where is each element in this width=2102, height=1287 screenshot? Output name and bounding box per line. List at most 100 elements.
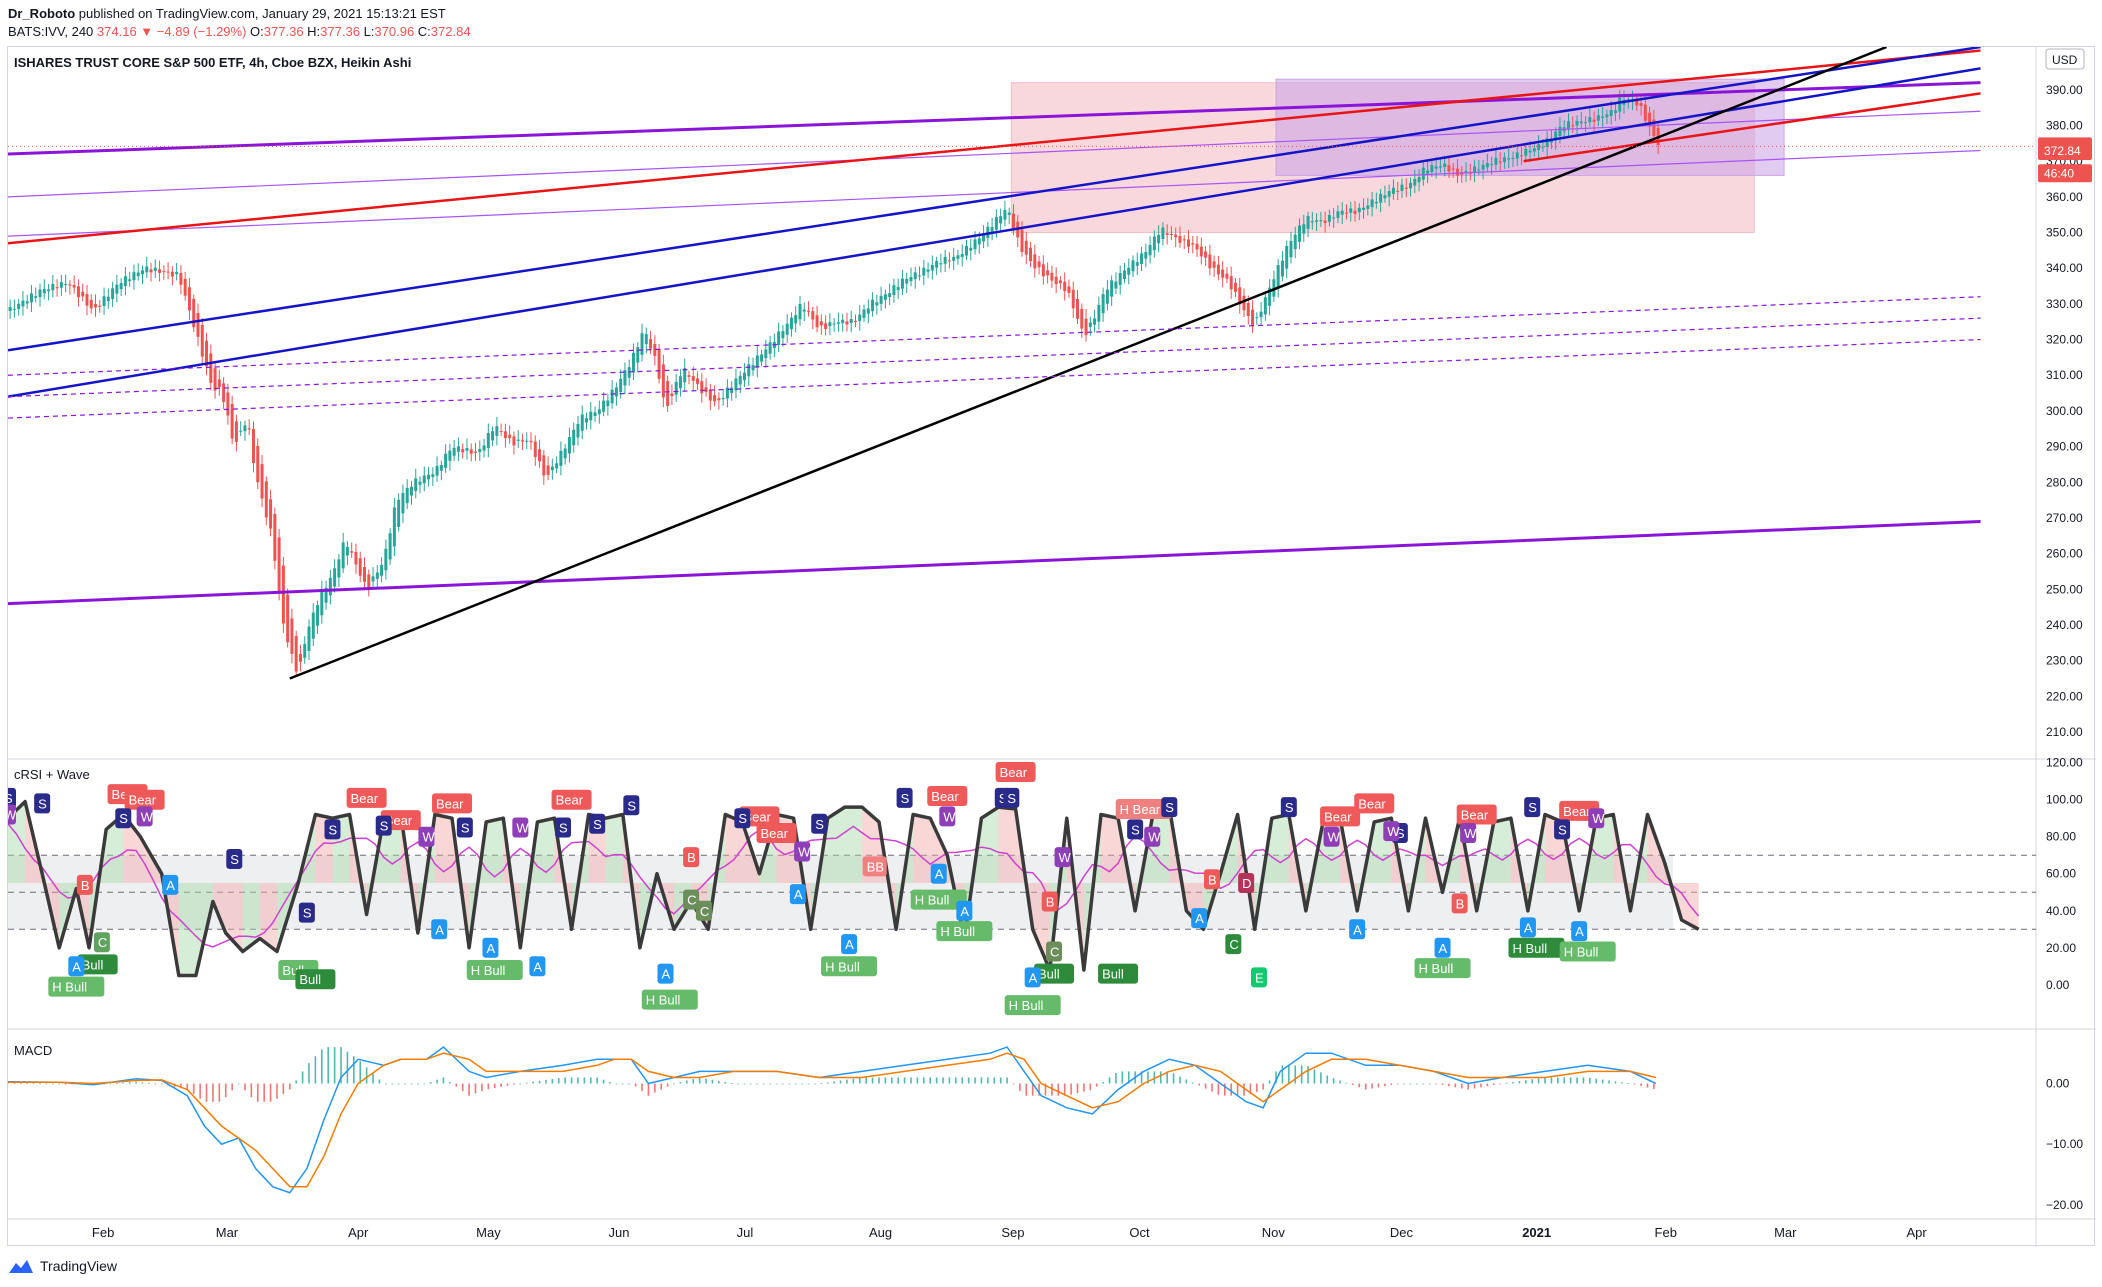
candle-body xyxy=(205,340,209,367)
macd-histogram-bar xyxy=(1256,1083,1258,1092)
crsi-signal-label-bg xyxy=(226,848,243,869)
crsi-signal-label-bg xyxy=(115,808,132,829)
chart-canvas[interactable]: ISHARES TRUST CORE S&P 500 ETF, 4h, Cboe… xyxy=(8,47,2096,1247)
macd-axis-tick: −10.00 xyxy=(2046,1137,2083,1151)
candle-body xyxy=(1007,212,1011,215)
publisher-name[interactable]: Dr_Roboto xyxy=(8,6,76,21)
crsi-wave-fill xyxy=(844,807,862,883)
candle-body xyxy=(764,349,768,359)
footer-brand[interactable]: TradingView xyxy=(40,1258,118,1274)
crsi-signal-label-bg xyxy=(136,806,153,827)
macd-histogram-bar xyxy=(333,1047,336,1084)
macd-histogram-bar xyxy=(1288,1065,1290,1084)
candle-body xyxy=(730,387,734,394)
candle-body xyxy=(324,587,328,603)
candle-body xyxy=(392,507,396,547)
candle-body xyxy=(183,278,187,296)
candle-body xyxy=(947,260,951,262)
candle-body xyxy=(1396,190,1400,192)
macd-histogram-bar xyxy=(884,1077,887,1084)
macd-histogram-bar xyxy=(192,1083,195,1095)
candle-body xyxy=(1268,287,1272,306)
macd-histogram-bar xyxy=(628,1083,631,1085)
price-axis-tick: 320.00 xyxy=(2046,333,2083,347)
macd-histogram-bar xyxy=(141,1082,144,1084)
crsi-signal-label: W xyxy=(141,809,154,824)
candle-body xyxy=(559,450,563,466)
crsi-signal-label: Bear xyxy=(351,791,379,806)
candle-body xyxy=(866,308,870,314)
candle-body xyxy=(751,365,755,371)
price-label: 46:40 xyxy=(2044,166,2074,180)
currency-button[interactable] xyxy=(2045,48,2085,70)
crsi-signal-label-bg xyxy=(512,817,529,838)
candle-body xyxy=(973,239,977,250)
candle-body xyxy=(286,594,290,643)
macd-histogram-bar xyxy=(1454,1083,1457,1088)
crsi-signal-label: Bear xyxy=(129,793,157,808)
macd-histogram-bar xyxy=(1339,1080,1341,1084)
candle-body xyxy=(307,626,311,651)
price-axis-tick: 390.00 xyxy=(2046,83,2083,97)
price-change: −4.89 (−1.29%) xyxy=(156,24,247,39)
macd-histogram-bar xyxy=(1281,1065,1284,1084)
candle-body xyxy=(930,264,934,271)
time-axis-tick: Nov xyxy=(1262,1225,1286,1240)
candle-body xyxy=(525,440,529,442)
crsi-signal-label: S xyxy=(999,791,1008,806)
candle-body xyxy=(1391,187,1395,194)
crsi-signal-label: A xyxy=(486,941,495,956)
candle-body xyxy=(674,381,678,395)
candle-body xyxy=(841,319,845,324)
macd-histogram-bar xyxy=(1108,1077,1111,1084)
candle-body xyxy=(1229,276,1233,290)
currency-button-label: USD xyxy=(2052,53,2078,67)
macd-histogram-bar xyxy=(519,1083,522,1085)
candle-body xyxy=(1212,261,1216,268)
crsi-pane-title: cRSI + Wave xyxy=(14,767,90,782)
candle-body xyxy=(401,492,405,514)
candle-body xyxy=(1131,260,1135,272)
crsi-wave-fill xyxy=(827,807,845,883)
macd-histogram-bar xyxy=(1172,1073,1175,1084)
candle-body xyxy=(815,315,819,328)
time-axis-tick: 2021 xyxy=(1522,1225,1551,1240)
macd-histogram-bar xyxy=(858,1077,861,1084)
macd-histogram-bar xyxy=(679,1082,682,1084)
macd-histogram-bar xyxy=(353,1056,355,1084)
macd-histogram-bar xyxy=(686,1080,688,1084)
macd-histogram-bar xyxy=(532,1081,534,1084)
candle-body xyxy=(1387,191,1391,197)
crsi-signal-label: Bear xyxy=(436,796,464,811)
macd-histogram-bar xyxy=(923,1077,925,1084)
macd-histogram-bar xyxy=(673,1083,675,1085)
macd-histogram-bar xyxy=(481,1083,483,1092)
candle-body xyxy=(1541,146,1545,148)
candle-body xyxy=(589,411,593,421)
candle-body xyxy=(1502,157,1506,162)
candle-body xyxy=(849,319,853,323)
time-axis-tick: Mar xyxy=(216,1225,239,1240)
candle-body xyxy=(1357,207,1361,213)
time-axis-tick: Dec xyxy=(1390,1225,1414,1240)
crsi-signal-label: A xyxy=(1524,920,1533,935)
candle-body xyxy=(1302,224,1306,234)
candle-body xyxy=(935,261,939,268)
price-axis-tick: 240.00 xyxy=(2046,618,2083,632)
candle-body xyxy=(8,306,12,312)
candle-body xyxy=(72,284,76,288)
candle-body xyxy=(1195,243,1199,250)
crsi-signal-label-bg xyxy=(346,787,387,808)
time-axis-tick: Jun xyxy=(609,1225,630,1240)
crsi-axis-tick: 120.00 xyxy=(2046,756,2083,770)
footer: TradingView xyxy=(8,1258,117,1274)
candle-body xyxy=(128,279,132,282)
candle-body xyxy=(1182,239,1186,241)
candle-body xyxy=(1383,195,1387,199)
candle-body xyxy=(952,256,956,261)
candle-body xyxy=(614,387,618,397)
crsi-signal-label: W xyxy=(516,820,529,835)
blue-lower xyxy=(8,67,1981,398)
macd-histogram-bar xyxy=(1480,1083,1482,1088)
candle-body xyxy=(1566,121,1570,130)
